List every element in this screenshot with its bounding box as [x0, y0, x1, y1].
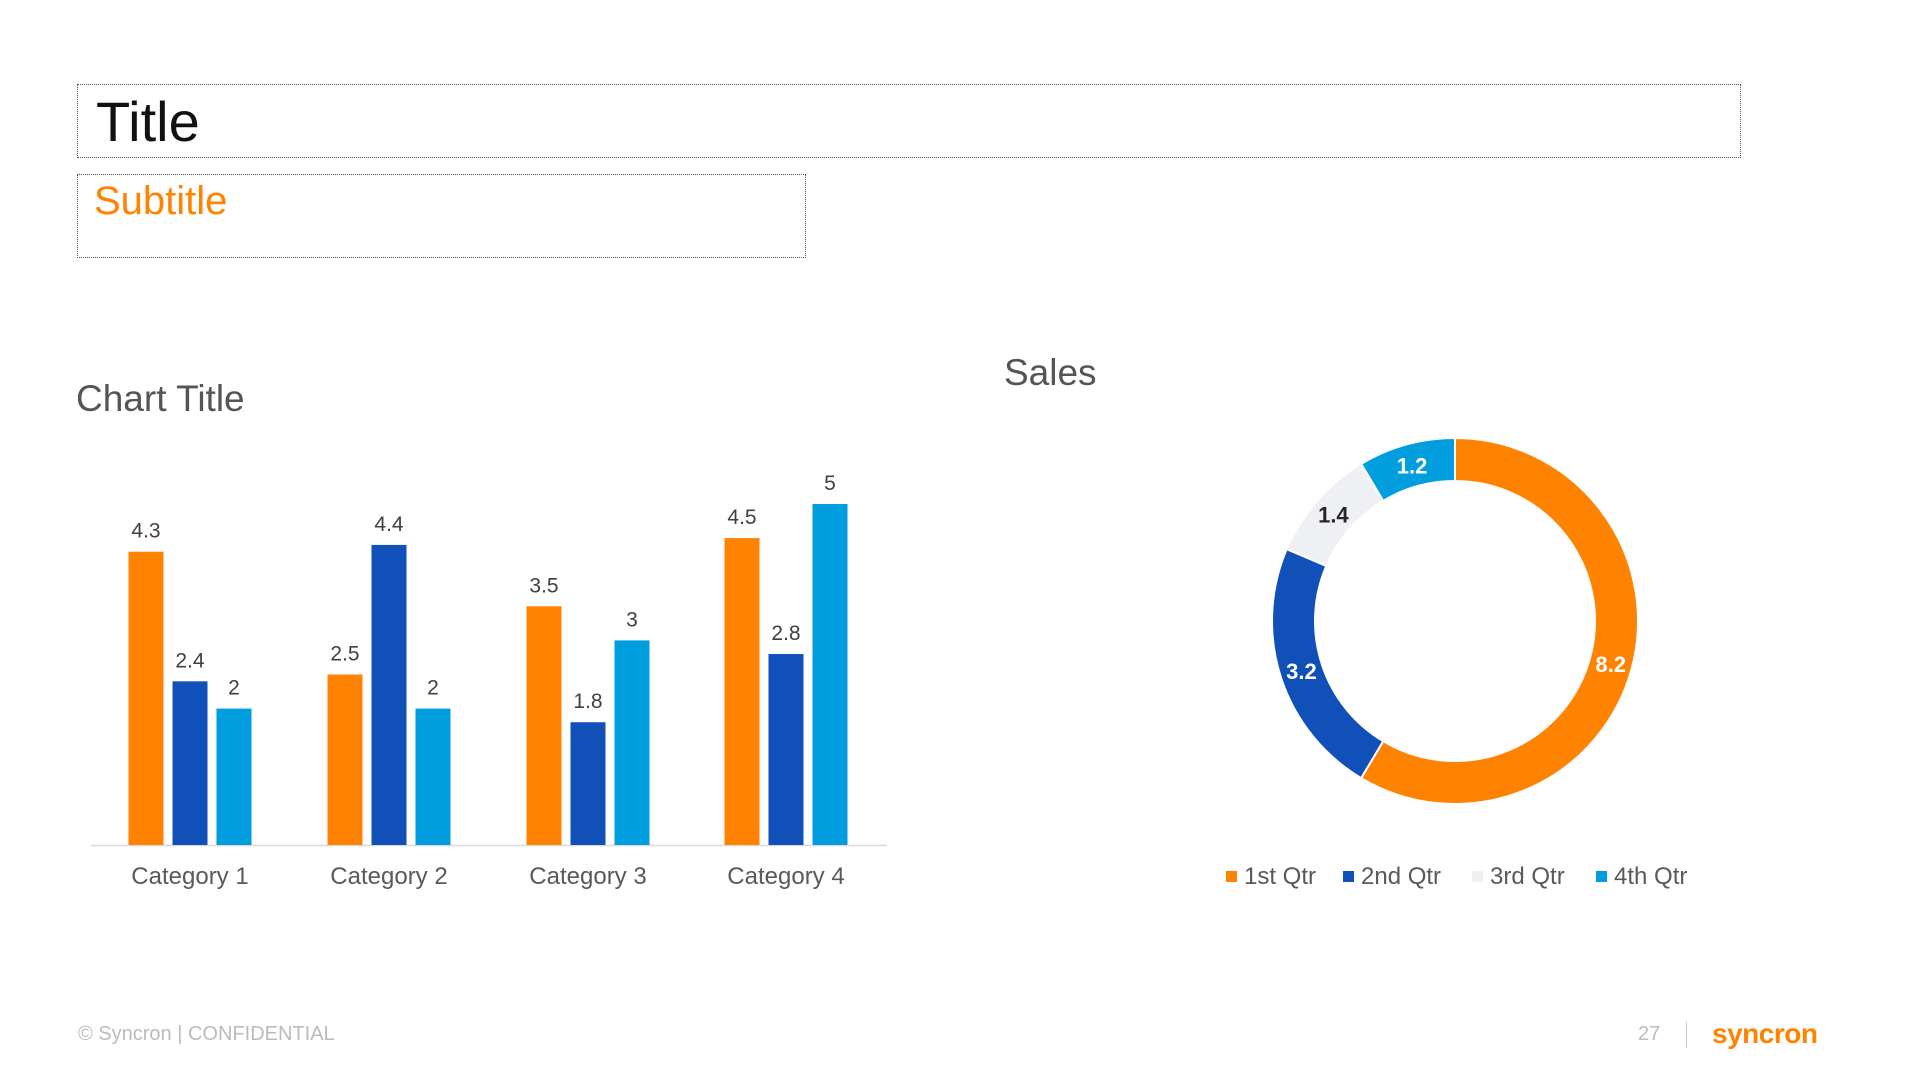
bar-data-label: 2	[427, 677, 439, 700]
bar-data-label: 4.4	[374, 513, 404, 536]
donut-slice	[1359, 436, 1456, 503]
legend-label: 1st Qtr	[1244, 863, 1316, 890]
bar	[415, 708, 451, 845]
donut-data-label: 1.2	[1397, 453, 1428, 478]
bar-chart-title: Chart Title	[76, 378, 245, 419]
footer-divider	[1686, 1022, 1687, 1048]
bar-data-label: 2.4	[175, 649, 205, 672]
legend-label: 3rd Qtr	[1490, 863, 1565, 890]
bar	[128, 551, 164, 845]
bar-data-label: 2.8	[771, 622, 800, 645]
page-number: 27	[1638, 1023, 1661, 1045]
bar	[570, 722, 606, 845]
donut-data-label: 3.2	[1286, 659, 1317, 684]
footer-copyright: © Syncron | CONFIDENTIAL	[78, 1023, 335, 1045]
bar-data-label: 5	[824, 472, 836, 495]
category-label: Category 1	[131, 863, 248, 890]
bar-data-label: 4.5	[727, 506, 756, 529]
category-label: Category 3	[529, 863, 646, 890]
donut-data-label: 8.2	[1595, 652, 1626, 677]
bar	[768, 654, 804, 845]
category-label: Category 2	[330, 863, 447, 890]
slide-subtitle: Subtitle	[94, 179, 228, 223]
bar-data-label: 3	[626, 608, 638, 631]
bar	[526, 606, 562, 845]
bar-data-label: 2.5	[330, 643, 359, 666]
category-label: Category 4	[727, 863, 844, 890]
bar-data-label: 1.8	[573, 690, 602, 713]
subtitle-placeholder[interactable]: Subtitle	[77, 174, 806, 258]
bar	[327, 674, 363, 845]
bar	[724, 538, 760, 845]
bar-data-label: 2	[228, 677, 240, 700]
legend-swatch	[1472, 871, 1483, 882]
bar-data-label: 3.5	[529, 574, 558, 597]
donut-data-label: 1.4	[1318, 503, 1349, 528]
slide-title: Title	[96, 90, 200, 153]
syncron-logo: syncron	[1712, 1018, 1818, 1049]
legend-label: 2nd Qtr	[1361, 863, 1441, 890]
donut-chart-title: Sales	[1004, 352, 1097, 393]
legend-swatch	[1343, 871, 1354, 882]
bar	[172, 681, 208, 845]
donut-slice	[1359, 436, 1639, 805]
bar	[371, 544, 407, 845]
bar	[614, 640, 650, 845]
legend-swatch	[1596, 871, 1607, 882]
legend-label: 4th Qtr	[1614, 863, 1687, 890]
bar	[812, 504, 848, 845]
title-placeholder[interactable]: Title	[77, 84, 1741, 158]
legend-swatch	[1226, 871, 1237, 882]
bar	[216, 708, 252, 845]
bar-data-label: 4.3	[131, 520, 160, 543]
